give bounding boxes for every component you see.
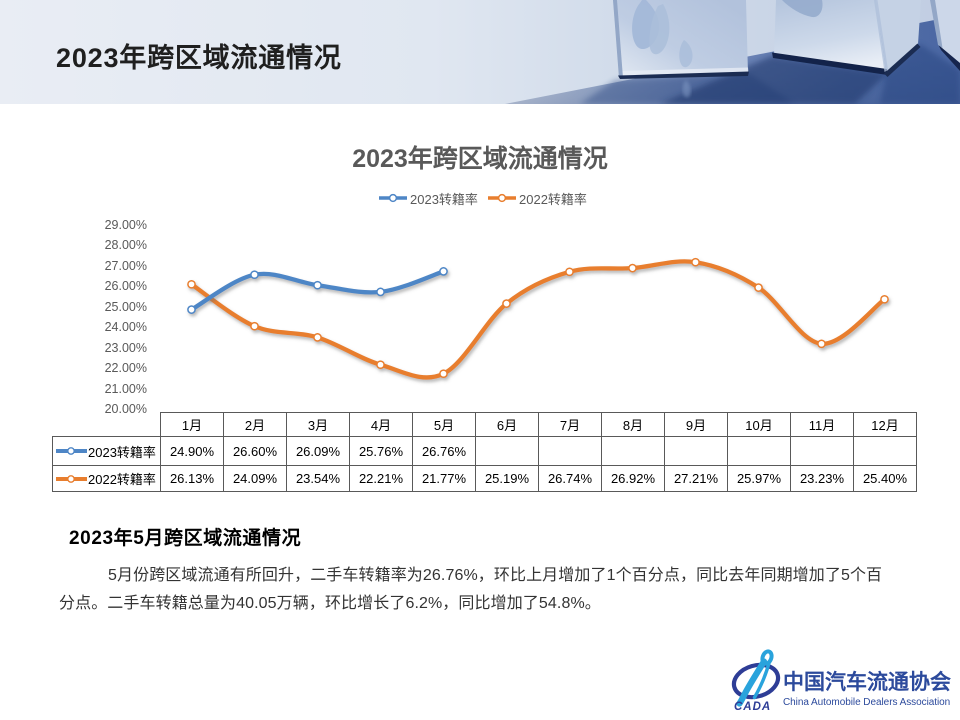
svg-text:中国汽车流通协会: 中国汽车流通协会 [783,670,951,694]
svg-text:China Automobile Dealers Assoc: China Automobile Dealers Association [783,697,950,708]
svg-text:CADA: CADA [734,701,771,713]
